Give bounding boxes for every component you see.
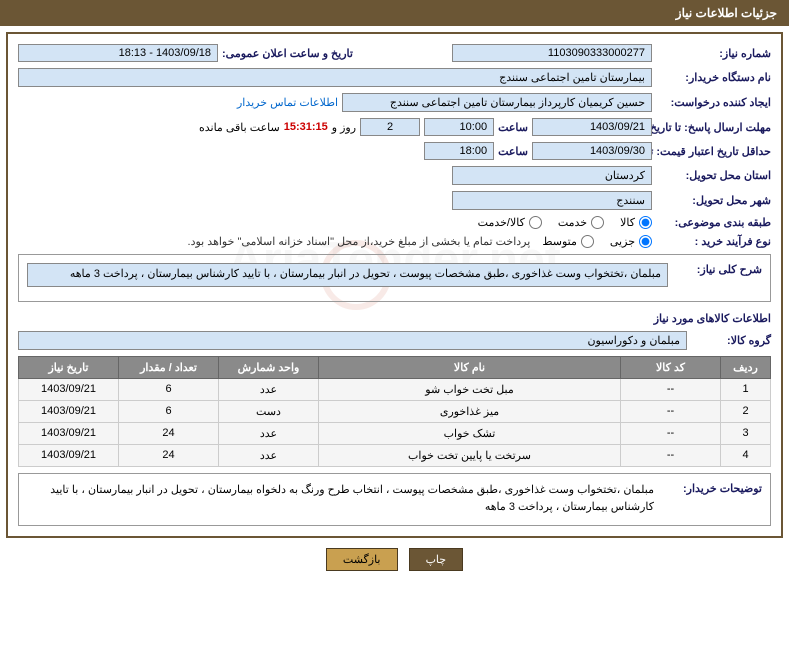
summary-box: شرح کلی نیاز: مبلمان ،تختخواب وست غذاخور… xyxy=(18,254,771,302)
table-header-row: ردیف کد کالا نام کالا واحد شمارش تعداد /… xyxy=(19,356,771,378)
process-label: نوع فرآیند خرید : xyxy=(656,235,771,248)
goods-info-title: اطلاعات کالاهای مورد نیاز xyxy=(18,312,771,325)
cat-goods-service-option[interactable]: کالا/خدمت xyxy=(478,216,542,229)
th-row: ردیف xyxy=(721,356,771,378)
need-number-label: شماره نیاز: xyxy=(656,47,771,60)
goods-table: ردیف کد کالا نام کالا واحد شمارش تعداد /… xyxy=(18,356,771,467)
category-label: طبقه بندی موضوعی: xyxy=(656,216,771,229)
summary-label: شرح کلی نیاز: xyxy=(672,263,762,276)
proc-medium-radio[interactable] xyxy=(581,235,594,248)
button-bar: چاپ بازگشت xyxy=(0,548,789,571)
city-value: سنندج xyxy=(452,191,652,210)
cat-goods-option[interactable]: کالا xyxy=(620,216,652,229)
deadline-label: مهلت ارسال پاسخ: تا تاریخ: xyxy=(656,121,771,134)
validity-time: 18:00 xyxy=(424,142,494,160)
buyer-notes-box: توضیحات خریدار: مبلمان ،تختخواب وست غذاخ… xyxy=(18,473,771,526)
page-header: جزئیات اطلاعات نیاز xyxy=(0,0,789,26)
deadline-time: 10:00 xyxy=(424,118,494,136)
time-label-2: ساعت xyxy=(498,145,528,158)
main-panel: AriaTender.net شماره نیاز: 1103090333000… xyxy=(6,32,783,538)
province-label: استان محل تحویل: xyxy=(656,169,771,182)
table-row: 4 -- سرتخت یا پایین تخت خواب عدد 24 1403… xyxy=(19,444,771,466)
page-title: جزئیات اطلاعات نیاز xyxy=(676,6,777,20)
buyer-org-value: بیمارستان تامین اجتماعی سنندج xyxy=(18,68,652,87)
requester-value: حسین کریمیان کارپرداز بیمارستان تامین اج… xyxy=(342,93,652,112)
announce-label: تاریخ و ساعت اعلان عمومی: xyxy=(222,47,353,60)
requester-label: ایجاد کننده درخواست: xyxy=(656,96,771,109)
days-word: روز و xyxy=(332,121,356,134)
cat-service-radio[interactable] xyxy=(591,216,604,229)
back-button[interactable]: بازگشت xyxy=(326,548,398,571)
cat-service-option[interactable]: خدمت xyxy=(558,216,604,229)
buyer-notes-label: توضیحات خریدار: xyxy=(662,482,762,495)
cat-goods-service-radio[interactable] xyxy=(529,216,542,229)
table-row: 2 -- میز غذاخوری دست 6 1403/09/21 xyxy=(19,400,771,422)
announce-value: 1403/09/18 - 18:13 xyxy=(18,44,218,62)
table-row: 3 -- تشک خواب عدد 24 1403/09/21 xyxy=(19,422,771,444)
countdown-timer: 15:31:15 xyxy=(284,121,328,133)
th-name: نام کالا xyxy=(319,356,621,378)
validity-date: 1403/09/30 xyxy=(532,142,652,160)
process-radio-group: جزیی متوسط xyxy=(542,235,652,248)
summary-text: مبلمان ،تختخواب وست غذاخوری ،طبق مشخصات … xyxy=(27,263,668,287)
cat-goods-radio[interactable] xyxy=(639,216,652,229)
group-label: گروه کالا: xyxy=(691,334,771,347)
days-remaining: 2 xyxy=(360,118,420,136)
deadline-date: 1403/09/21 xyxy=(532,118,652,136)
buyer-org-label: نام دستگاه خریدار: xyxy=(656,71,771,84)
time-label-1: ساعت xyxy=(498,121,528,134)
print-button[interactable]: چاپ xyxy=(409,548,464,571)
need-number-value: 1103090333000277 xyxy=(452,44,652,62)
city-label: شهر محل تحویل: xyxy=(656,194,771,207)
proc-minor-radio[interactable] xyxy=(639,235,652,248)
table-row: 1 -- مبل تخت خواب شو عدد 6 1403/09/21 xyxy=(19,378,771,400)
th-unit: واحد شمارش xyxy=(219,356,319,378)
th-date: تاریخ نیاز xyxy=(19,356,119,378)
province-value: کردستان xyxy=(452,166,652,185)
table-body: 1 -- مبل تخت خواب شو عدد 6 1403/09/21 2 … xyxy=(19,378,771,466)
payment-note: پرداخت تمام یا بخشی از مبلغ خرید،از محل … xyxy=(188,235,531,248)
th-code: کد کالا xyxy=(621,356,721,378)
remaining-word: ساعت باقی مانده xyxy=(199,121,280,134)
th-qty: تعداد / مقدار xyxy=(119,356,219,378)
group-value: مبلمان و دکوراسیون xyxy=(18,331,687,350)
category-radio-group: کالا خدمت کالا/خدمت xyxy=(478,216,652,229)
proc-medium-option[interactable]: متوسط xyxy=(542,235,594,248)
validity-label: حداقل تاریخ اعتبار قیمت: تا تاریخ: xyxy=(656,145,771,158)
contact-link[interactable]: اطلاعات تماس خریدار xyxy=(237,96,338,109)
proc-minor-option[interactable]: جزیی xyxy=(610,235,652,248)
buyer-notes-text: مبلمان ،تختخواب وست غذاخوری ،طبق مشخصات … xyxy=(27,482,654,517)
